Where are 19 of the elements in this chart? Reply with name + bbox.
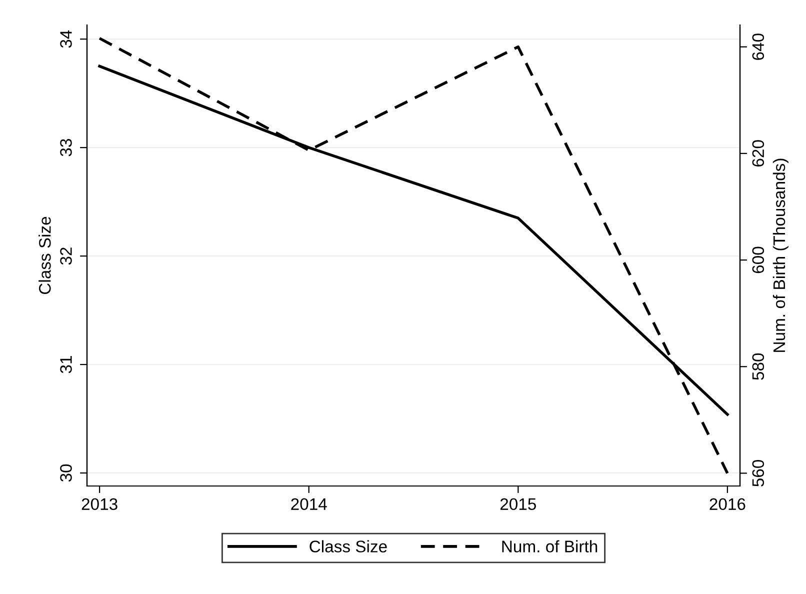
line-series bbox=[98, 36, 729, 475]
y-tick-label: 32 bbox=[60, 248, 72, 265]
y-axis-title: Class Size bbox=[38, 216, 51, 294]
y-tick-label: 31 bbox=[60, 356, 72, 374]
y2-tick-label: 600 bbox=[752, 246, 764, 274]
y2-tick-label: 620 bbox=[752, 140, 764, 166]
x-tick-label: 2015 bbox=[500, 498, 536, 510]
x-tick-label: 2014 bbox=[291, 498, 327, 510]
x-tick-label: 2013 bbox=[82, 498, 118, 510]
y2-tick-label: 640 bbox=[752, 34, 764, 60]
y2-tick-label: 560 bbox=[752, 460, 764, 486]
y-tick-label: 34 bbox=[60, 30, 72, 48]
y2-axis-title: Num. of Birth (Thousands) bbox=[772, 158, 788, 352]
y-tick-label: 33 bbox=[60, 139, 72, 156]
y-tick-label: 30 bbox=[60, 464, 72, 482]
legend-label: Num. of Birth bbox=[502, 540, 598, 552]
legend-label: Class Size bbox=[310, 540, 387, 552]
y2-tick-label: 580 bbox=[752, 353, 764, 380]
x-tick-label: 2016 bbox=[710, 498, 746, 510]
